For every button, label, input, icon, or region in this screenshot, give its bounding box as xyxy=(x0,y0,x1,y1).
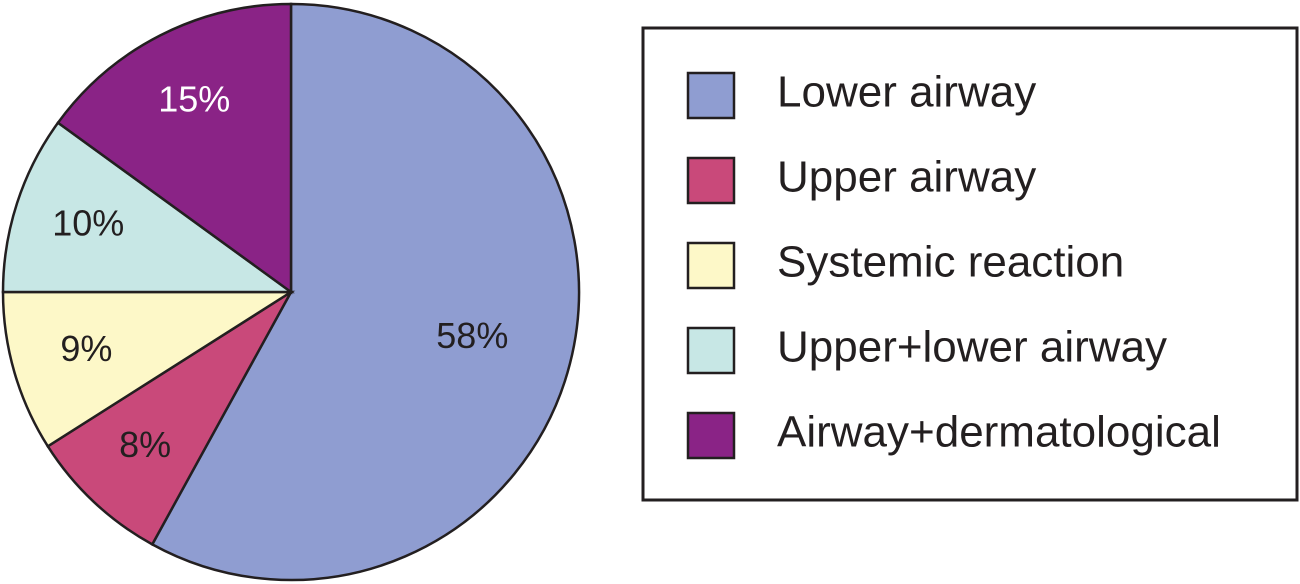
legend-label: Airway+dermatological xyxy=(777,408,1221,457)
legend-label: Lower airway xyxy=(777,68,1036,117)
legend-swatch xyxy=(686,411,736,460)
legend-swatch xyxy=(686,156,736,205)
legend-box xyxy=(641,26,1299,502)
pie-slice xyxy=(1,120,295,294)
legend-label: Upper airway xyxy=(777,153,1036,202)
pie-slice xyxy=(56,2,293,295)
pie-slice xyxy=(150,2,581,582)
data-label: 8% xyxy=(119,424,171,465)
pie-slice xyxy=(1,290,296,449)
data-label: 9% xyxy=(60,328,112,369)
data-label: 15% xyxy=(158,79,230,120)
legend-label: Upper+lower airway xyxy=(777,323,1167,372)
legend-swatch xyxy=(686,241,736,290)
pie-slice xyxy=(46,290,293,547)
legend-label: Systemic reaction xyxy=(777,238,1124,287)
data-label: 58% xyxy=(436,315,508,356)
legend-swatch xyxy=(686,71,736,120)
data-label: 10% xyxy=(52,203,124,244)
legend-swatch xyxy=(686,326,736,375)
